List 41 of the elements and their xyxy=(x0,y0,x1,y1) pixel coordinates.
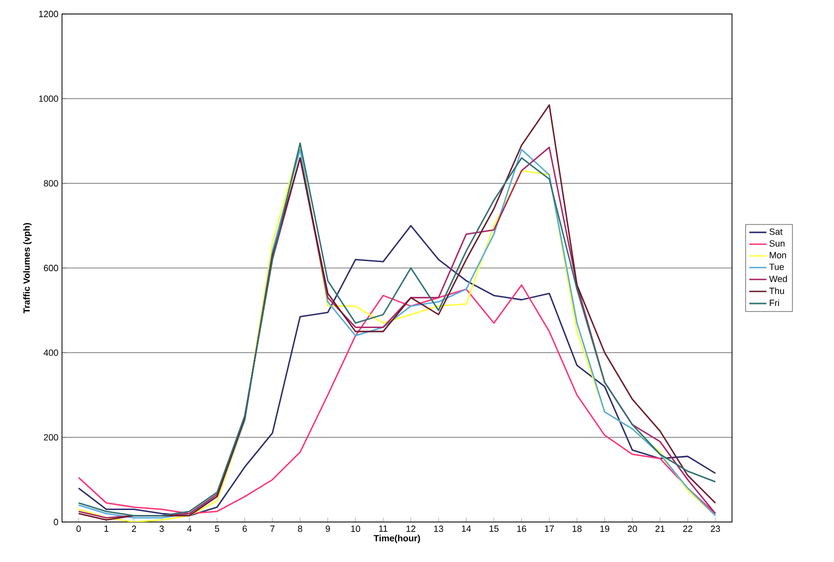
x-tick-label: 7 xyxy=(270,526,274,532)
x-tick-label: 6 xyxy=(242,526,247,532)
x-tick-label: 13 xyxy=(434,526,444,532)
x-tick-label: 21 xyxy=(655,526,665,532)
x-tick-label: 15 xyxy=(490,526,499,532)
legend-label: Sat xyxy=(769,228,783,235)
legend-label: Thu xyxy=(769,287,784,294)
legend-label: Wed xyxy=(769,275,787,282)
x-tick-label: 23 xyxy=(710,526,720,532)
y-tick-label: 600 xyxy=(44,264,58,272)
x-tick-label: 22 xyxy=(683,526,692,532)
x-tick-label: 2 xyxy=(132,526,136,532)
y-tick-label: 400 xyxy=(44,349,58,356)
x-tick-label: 4 xyxy=(187,526,192,532)
legend-label: Mon xyxy=(770,252,786,258)
x-tick-label: 20 xyxy=(628,526,637,532)
x-tick-label: 16 xyxy=(517,526,526,532)
x-tick-label: 18 xyxy=(572,526,582,532)
x-tick-label: 3 xyxy=(160,526,164,532)
x-tick-label: 1 xyxy=(104,526,108,532)
x-tick-label: 8 xyxy=(298,526,302,532)
y-tick-label: 0 xyxy=(54,518,58,526)
y-tick-label: 200 xyxy=(44,434,58,441)
legend-label: Tue xyxy=(769,264,784,270)
y-tick-label: 1000 xyxy=(39,95,58,102)
x-tick-label: 17 xyxy=(544,526,554,532)
x-tick-label: 10 xyxy=(351,526,360,532)
x-axis-title: Time(hour) xyxy=(374,534,420,544)
legend-label: Sun xyxy=(769,240,785,247)
legend-label: Fri xyxy=(770,299,779,306)
y-axis-title: Traffic Volumes (vph) xyxy=(23,223,32,314)
line-series xyxy=(78,224,716,516)
x-tick-label: 11 xyxy=(379,526,388,532)
y-tick-label: 800 xyxy=(44,180,58,187)
x-tick-label: 9 xyxy=(326,526,330,532)
y-tick-label: 1200 xyxy=(39,10,58,18)
x-tick-label: 12 xyxy=(406,526,416,532)
x-tick-label: 19 xyxy=(600,526,610,532)
x-tick-label: 5 xyxy=(214,526,220,532)
x-tick-label: 14 xyxy=(462,526,471,532)
x-tick-label: 0 xyxy=(76,526,81,532)
